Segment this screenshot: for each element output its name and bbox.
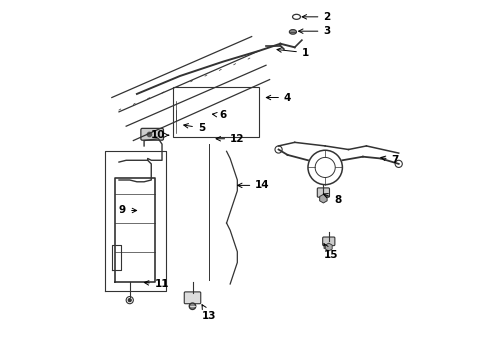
Text: 10: 10 [151, 130, 168, 140]
Text: 11: 11 [144, 279, 169, 289]
Ellipse shape [289, 30, 296, 34]
FancyBboxPatch shape [317, 188, 329, 197]
Circle shape [128, 299, 131, 302]
Text: 6: 6 [212, 111, 226, 121]
Text: 15: 15 [323, 244, 337, 260]
Text: 2: 2 [302, 12, 330, 22]
Text: 7: 7 [380, 155, 398, 165]
Circle shape [189, 303, 195, 310]
FancyBboxPatch shape [184, 292, 201, 304]
Text: 5: 5 [183, 123, 204, 133]
Text: 4: 4 [266, 93, 291, 103]
Bar [172, 87, 258, 137]
Text: 1: 1 [277, 48, 308, 58]
Text: 14: 14 [237, 180, 269, 190]
Circle shape [147, 132, 151, 136]
Text: 9: 9 [119, 206, 136, 216]
Text: 8: 8 [323, 194, 341, 205]
FancyBboxPatch shape [322, 237, 334, 246]
Text: 13: 13 [201, 305, 216, 321]
Text: 12: 12 [216, 134, 244, 144]
FancyBboxPatch shape [141, 129, 163, 140]
Text: 3: 3 [298, 26, 330, 36]
